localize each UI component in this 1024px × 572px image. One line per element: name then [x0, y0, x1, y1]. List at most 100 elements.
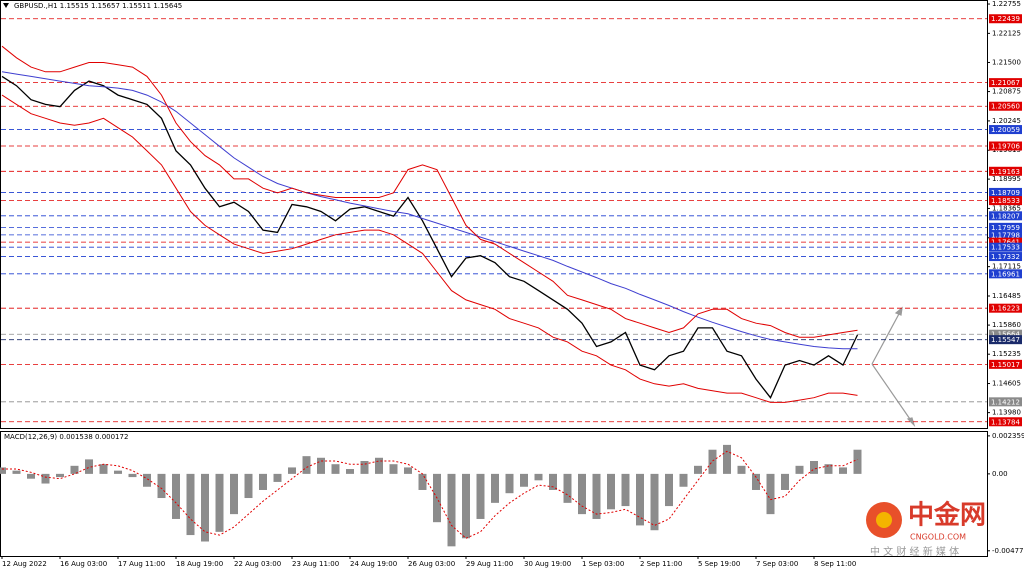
y-tick-label: -0.004776 — [992, 547, 1024, 555]
level-label-box — [989, 252, 1022, 262]
y-tick-label: 1.14605 — [992, 380, 1021, 388]
series-line — [1, 94, 858, 403]
histogram-bar — [418, 473, 427, 490]
histogram-bar — [186, 473, 195, 536]
chart-title: GBPUSD.,H1 1.15515 1.15657 1.15511 1.156… — [14, 2, 182, 10]
level-label-box — [989, 237, 1022, 247]
x-tick-label: 16 Aug 03:00 — [60, 560, 107, 568]
histogram-bar — [766, 473, 775, 515]
y-tick-label: 1.22125 — [992, 29, 1021, 37]
y-tick-label: 1.13980 — [992, 409, 1021, 417]
watermark: 中金网 CNGOLD.COM 中 文 财 经 新 媒 体 — [866, 500, 986, 558]
x-tick-label: 5 Sep 19:00 — [698, 560, 740, 568]
histogram-bar — [404, 467, 412, 474]
histogram-bar — [41, 473, 50, 484]
x-tick-label: 17 Aug 11:00 — [118, 560, 165, 568]
level-label-box — [989, 335, 1022, 345]
histogram-bar — [201, 473, 209, 542]
y-tick-label: 1.15235 — [992, 350, 1021, 358]
watermark-site: CNGOLD.COM — [910, 533, 966, 542]
y-tick-label: 1.18365 — [992, 204, 1021, 212]
level-label: 1.18207 — [991, 212, 1020, 220]
histogram-bar — [534, 473, 543, 481]
level-label-box — [989, 230, 1022, 240]
level-label: 1.18709 — [991, 189, 1020, 197]
histogram-bar — [824, 464, 833, 474]
x-tick-label: 8 Sep 11:00 — [814, 560, 856, 568]
x-tick-label: 7 Sep 03:00 — [756, 560, 798, 568]
histogram-bar — [0, 467, 6, 474]
level-label: 1.15547 — [991, 336, 1020, 344]
x-tick-label: 29 Aug 11:00 — [466, 560, 513, 568]
histogram-bar — [70, 465, 79, 474]
histogram-bar — [549, 473, 557, 490]
level-label: 1.21067 — [991, 79, 1020, 87]
y-tick-label: 1.17115 — [992, 263, 1021, 271]
histogram-bar — [520, 473, 528, 487]
histogram-bar — [810, 460, 818, 474]
series-line — [1, 71, 858, 350]
x-tick-label: 26 Aug 03:00 — [408, 560, 455, 568]
y-tick-label: 1.16485 — [992, 292, 1021, 300]
series-line — [1, 45, 858, 338]
y-tick-label: 1.21500 — [992, 58, 1021, 66]
series-line — [1, 75, 859, 399]
y-tick-label: 1.20875 — [992, 88, 1021, 96]
level-label: 1.22439 — [991, 15, 1020, 23]
x-tick-label: 22 Aug 03:00 — [234, 560, 281, 568]
histogram-bar — [114, 470, 122, 474]
level-label-box — [989, 417, 1022, 427]
histogram-bar — [578, 473, 586, 515]
y-tick-label: 1.22755 — [992, 0, 1021, 8]
level-label: 1.15664 — [991, 331, 1020, 339]
histogram-bar — [839, 467, 847, 474]
level-label-box — [989, 141, 1022, 151]
histogram-bar — [143, 473, 151, 487]
level-label-box — [989, 196, 1022, 206]
level-label-box — [989, 303, 1022, 313]
level-label-box — [989, 101, 1022, 111]
histogram-bar — [462, 473, 470, 539]
macd-title: MACD(12,26,9) 0.001538 0.000172 — [4, 433, 128, 441]
histogram-bar — [56, 473, 64, 478]
histogram-bar — [12, 470, 21, 474]
histogram-bar — [346, 469, 354, 474]
level-label: 1.17959 — [991, 224, 1020, 232]
y-tick-label: 1.15860 — [992, 321, 1021, 329]
histogram-bar — [679, 473, 688, 487]
histogram-bar — [288, 467, 296, 474]
histogram-bar — [752, 473, 760, 490]
histogram-bar — [636, 473, 644, 526]
level-label: 1.14212 — [991, 398, 1020, 406]
histogram-bar — [375, 457, 383, 474]
level-label-box — [989, 187, 1022, 197]
histogram-bar — [505, 473, 514, 494]
level-label: 1.16223 — [991, 305, 1020, 313]
histogram-bar — [665, 473, 673, 507]
level-label: 1.20560 — [991, 103, 1020, 111]
level-label-box — [989, 359, 1022, 369]
histogram-bar — [317, 457, 325, 474]
histogram-bar — [99, 464, 108, 474]
level-label: 1.13784 — [991, 418, 1020, 426]
collapse-icon[interactable] — [3, 3, 9, 8]
histogram-bar — [694, 465, 702, 474]
level-label: 1.17533 — [991, 244, 1020, 252]
x-tick-label: 1 Sep 03:00 — [582, 560, 624, 568]
watermark-brand: 中金网 — [908, 500, 986, 531]
level-label-box — [989, 242, 1022, 252]
histogram-bar — [273, 473, 282, 482]
level-label-box — [989, 222, 1022, 232]
histogram-bar — [795, 465, 804, 474]
histogram-bar — [259, 473, 267, 490]
x-tick-label: 30 Aug 19:00 — [524, 560, 571, 568]
level-label: 1.19163 — [991, 168, 1020, 176]
histogram-bar — [215, 473, 224, 532]
histogram-bar — [27, 473, 35, 479]
histogram-bar — [476, 473, 485, 519]
histogram-bar — [592, 473, 601, 519]
histogram-bar — [157, 473, 166, 499]
histogram-bar — [230, 473, 238, 515]
histogram-bar — [723, 444, 731, 474]
y-tick-label: 0.00 — [992, 470, 1008, 478]
